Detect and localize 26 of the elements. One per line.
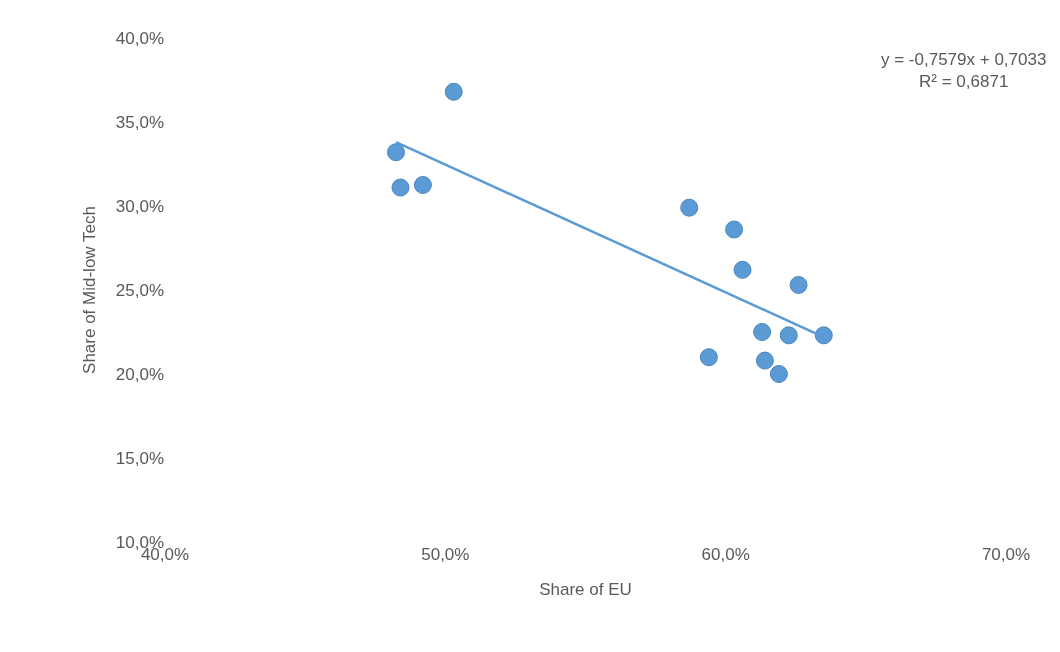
- point: [387, 143, 405, 162]
- point: [444, 82, 463, 101]
- point: [699, 348, 718, 367]
- y-axis-title: Share of Mid-low Tech: [80, 206, 100, 374]
- point: [413, 176, 432, 194]
- y-tick-label: 25,0%: [115, 280, 164, 300]
- annotation: y = -0,7579x + 0,7033 R² = 0,6871: [881, 50, 1047, 92]
- point: [779, 326, 798, 345]
- y-tick-label: 20,0%: [115, 364, 164, 384]
- point: [733, 260, 752, 279]
- point: [755, 351, 774, 370]
- y-tick-label: 15,0%: [115, 448, 164, 468]
- point: [753, 323, 772, 341]
- point: [391, 178, 410, 197]
- x-axis-title: Share of EU: [539, 580, 632, 600]
- point: [789, 275, 808, 294]
- x-tick-label: 60,0%: [701, 545, 750, 564]
- y-tick-label: 30,0%: [115, 196, 164, 216]
- y-tick-label: 40,0%: [115, 28, 164, 48]
- x-tick-label: 50,0%: [421, 545, 470, 564]
- point: [680, 198, 699, 217]
- x-tick-label: 70,0%: [981, 545, 1031, 564]
- point: [725, 220, 744, 239]
- point: [814, 326, 833, 345]
- point: [769, 365, 788, 383]
- y-tick-label: 35,0%: [115, 112, 164, 132]
